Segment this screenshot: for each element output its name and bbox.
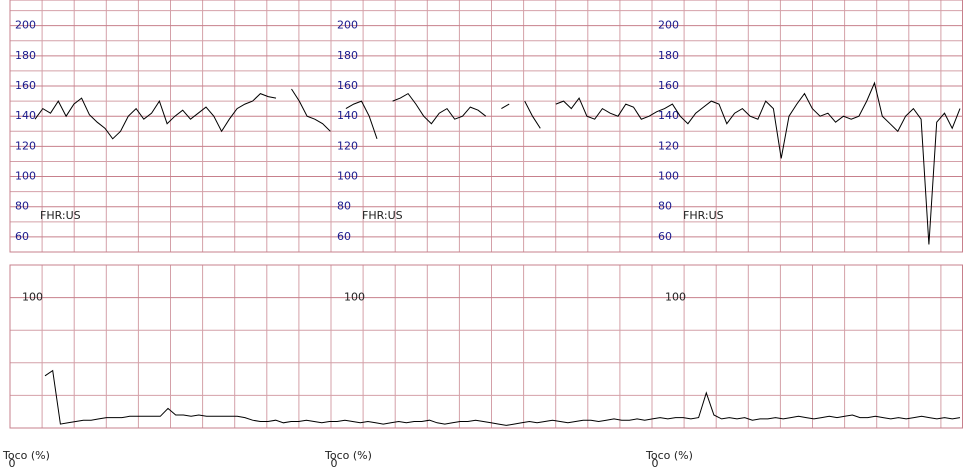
y-tick-label: 0: [331, 457, 338, 468]
y-tick-label: 100: [337, 170, 358, 183]
y-tick-label: 120: [658, 139, 679, 152]
y-tick-label: 60: [658, 230, 672, 243]
y-tick-label: 140: [15, 109, 36, 122]
y-tick-label: 0: [652, 457, 659, 468]
y-tick-label: 120: [15, 139, 36, 152]
y-tick-label: 160: [658, 79, 679, 92]
panel-label: FHR:US: [40, 209, 81, 222]
y-tick-label: 100: [15, 170, 36, 183]
y-tick-label: 140: [658, 109, 679, 122]
y-tick-label: 180: [658, 49, 679, 62]
panel-label: FHR:US: [683, 209, 724, 222]
y-tick-label: 200: [658, 19, 679, 32]
y-tick-label: 100: [344, 291, 365, 304]
y-tick-label: 200: [15, 19, 36, 32]
y-tick-label: 60: [337, 230, 351, 243]
y-tick-label: 80: [337, 200, 351, 213]
y-tick-label: 180: [15, 49, 36, 62]
y-tick-label: 100: [665, 291, 686, 304]
y-tick-label: 80: [15, 200, 29, 213]
y-tick-label: 100: [658, 170, 679, 183]
y-tick-label: 140: [337, 109, 358, 122]
y-tick-label: 120: [337, 139, 358, 152]
y-tick-label: 100: [22, 291, 43, 304]
y-tick-label: 160: [337, 79, 358, 92]
trace-line: [44, 369, 961, 426]
y-tick-label: 0: [9, 457, 16, 468]
panel-border: [9, 264, 963, 429]
panel-border: [9, 0, 963, 253]
panel-label: Toco (%): [324, 449, 372, 462]
y-tick-label: 60: [15, 230, 29, 243]
panel-label: Toco (%): [2, 449, 50, 462]
panel-label: FHR:US: [362, 209, 403, 222]
y-tick-label: 160: [15, 79, 36, 92]
y-tick-label: 180: [337, 49, 358, 62]
panel-label: Toco (%): [645, 449, 693, 462]
y-tick-label: 80: [658, 200, 672, 213]
y-tick-label: 200: [337, 19, 358, 32]
trace-line: [34, 81, 961, 245]
